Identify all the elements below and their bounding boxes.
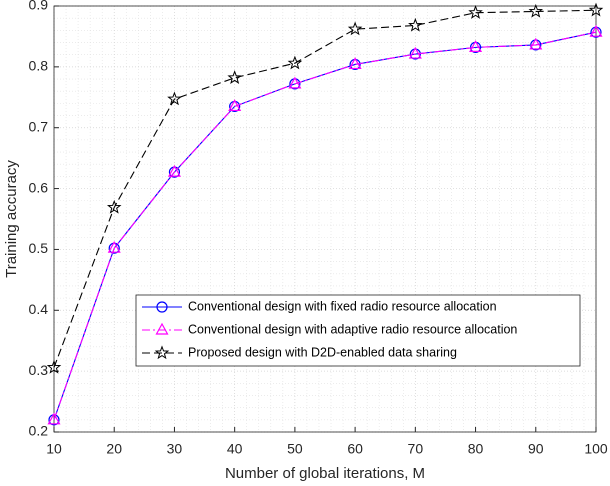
- marker: [167, 91, 182, 106]
- x-axis-label: Number of global iterations, M: [225, 465, 425, 482]
- y-tick-label: 0.7: [29, 118, 49, 134]
- marker: [47, 412, 61, 425]
- legend-marker: [155, 322, 169, 335]
- y-tick-label: 0.4: [29, 301, 49, 317]
- legend-marker: [156, 301, 168, 313]
- y-tick-label: 0.5: [29, 240, 49, 256]
- legend-marker: [154, 345, 170, 360]
- x-tick-label: 60: [347, 441, 363, 457]
- marker: [529, 37, 543, 50]
- x-tick-label: 70: [408, 441, 424, 457]
- marker: [106, 199, 122, 214]
- x-tick-label: 30: [167, 441, 183, 457]
- y-tick-label: 0.9: [29, 0, 49, 13]
- marker: [228, 99, 242, 112]
- marker: [107, 240, 121, 253]
- legend-box: [135, 294, 581, 367]
- series-line: [53, 9, 597, 368]
- marker: [408, 17, 423, 32]
- x-tick-label: 80: [468, 441, 484, 457]
- marker: [588, 2, 604, 17]
- marker: [408, 46, 422, 59]
- marker: [347, 21, 363, 36]
- marker: [227, 70, 242, 84]
- y-tick-label: 0.3: [29, 362, 49, 378]
- y-tick-label: 0.2: [29, 423, 49, 439]
- x-tick-label: 20: [106, 441, 122, 457]
- y-tick-label: 0.6: [29, 179, 49, 195]
- x-tick-label: 50: [287, 441, 303, 457]
- legend: Conventional design with fixed radio res…: [135, 294, 581, 367]
- x-tick-label: 100: [584, 441, 608, 457]
- x-tick-label: 90: [528, 441, 544, 457]
- legend-label: Conventional design with fixed radio res…: [188, 299, 497, 313]
- legend-label: Conventional design with adaptive radio …: [188, 322, 517, 336]
- marker: [288, 76, 302, 89]
- marker: [46, 359, 62, 374]
- series-line: [53, 31, 597, 421]
- marker: [469, 40, 483, 52]
- marker: [589, 24, 603, 37]
- legend-label: Proposed design with D2D-enabled data sh…: [188, 345, 457, 359]
- y-axis-label: Training accuracy: [3, 160, 20, 278]
- marker: [528, 3, 544, 18]
- marker: [468, 5, 483, 19]
- marker: [167, 164, 181, 177]
- x-tick-label: 10: [46, 441, 62, 457]
- x-tick-label: 40: [227, 441, 243, 457]
- marker: [287, 55, 303, 70]
- plot-frame: [53, 5, 597, 433]
- marker: [348, 57, 362, 70]
- y-tick-label: 0.8: [29, 58, 49, 74]
